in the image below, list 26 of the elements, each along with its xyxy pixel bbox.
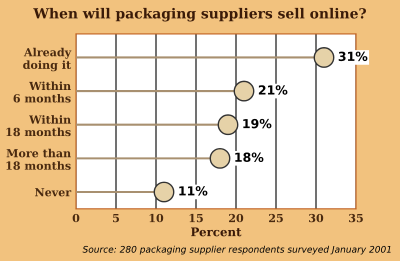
point [154,182,174,202]
y-tick-label: Never [35,188,72,196]
source-note: Source: 280 packaging supplier respondents surveyed January 2001 [82,246,391,254]
x-tick-label: 15 [190,214,203,222]
data-label: 31% [338,52,368,62]
x-tick-label: 0 [72,214,80,222]
x-tick-label: 35 [349,214,363,222]
data-label: 11% [179,186,208,196]
point [234,80,254,102]
y-tick-label: Within 6 months [14,82,71,103]
x-tick-label: 20 [229,214,244,222]
x-axis-title: Percent [191,228,242,236]
chart-title: When will packaging suppliers sell online? [33,8,366,22]
y-tick-label: Within 18 months [6,115,71,136]
y-tick-label: Already doing it [23,48,72,72]
data-label: 19% [243,118,272,128]
x-tick-label: 25 [269,214,283,222]
data-label: 18% [235,152,264,162]
x-tick-label: 30 [309,214,324,222]
point [210,148,230,169]
y-tick-label: More than 18 months [6,148,71,170]
point [218,114,238,136]
x-tick-label: 10 [150,214,164,222]
x-tick-label: 5 [113,214,120,222]
data-label: 21% [258,85,288,95]
point [314,47,334,68]
